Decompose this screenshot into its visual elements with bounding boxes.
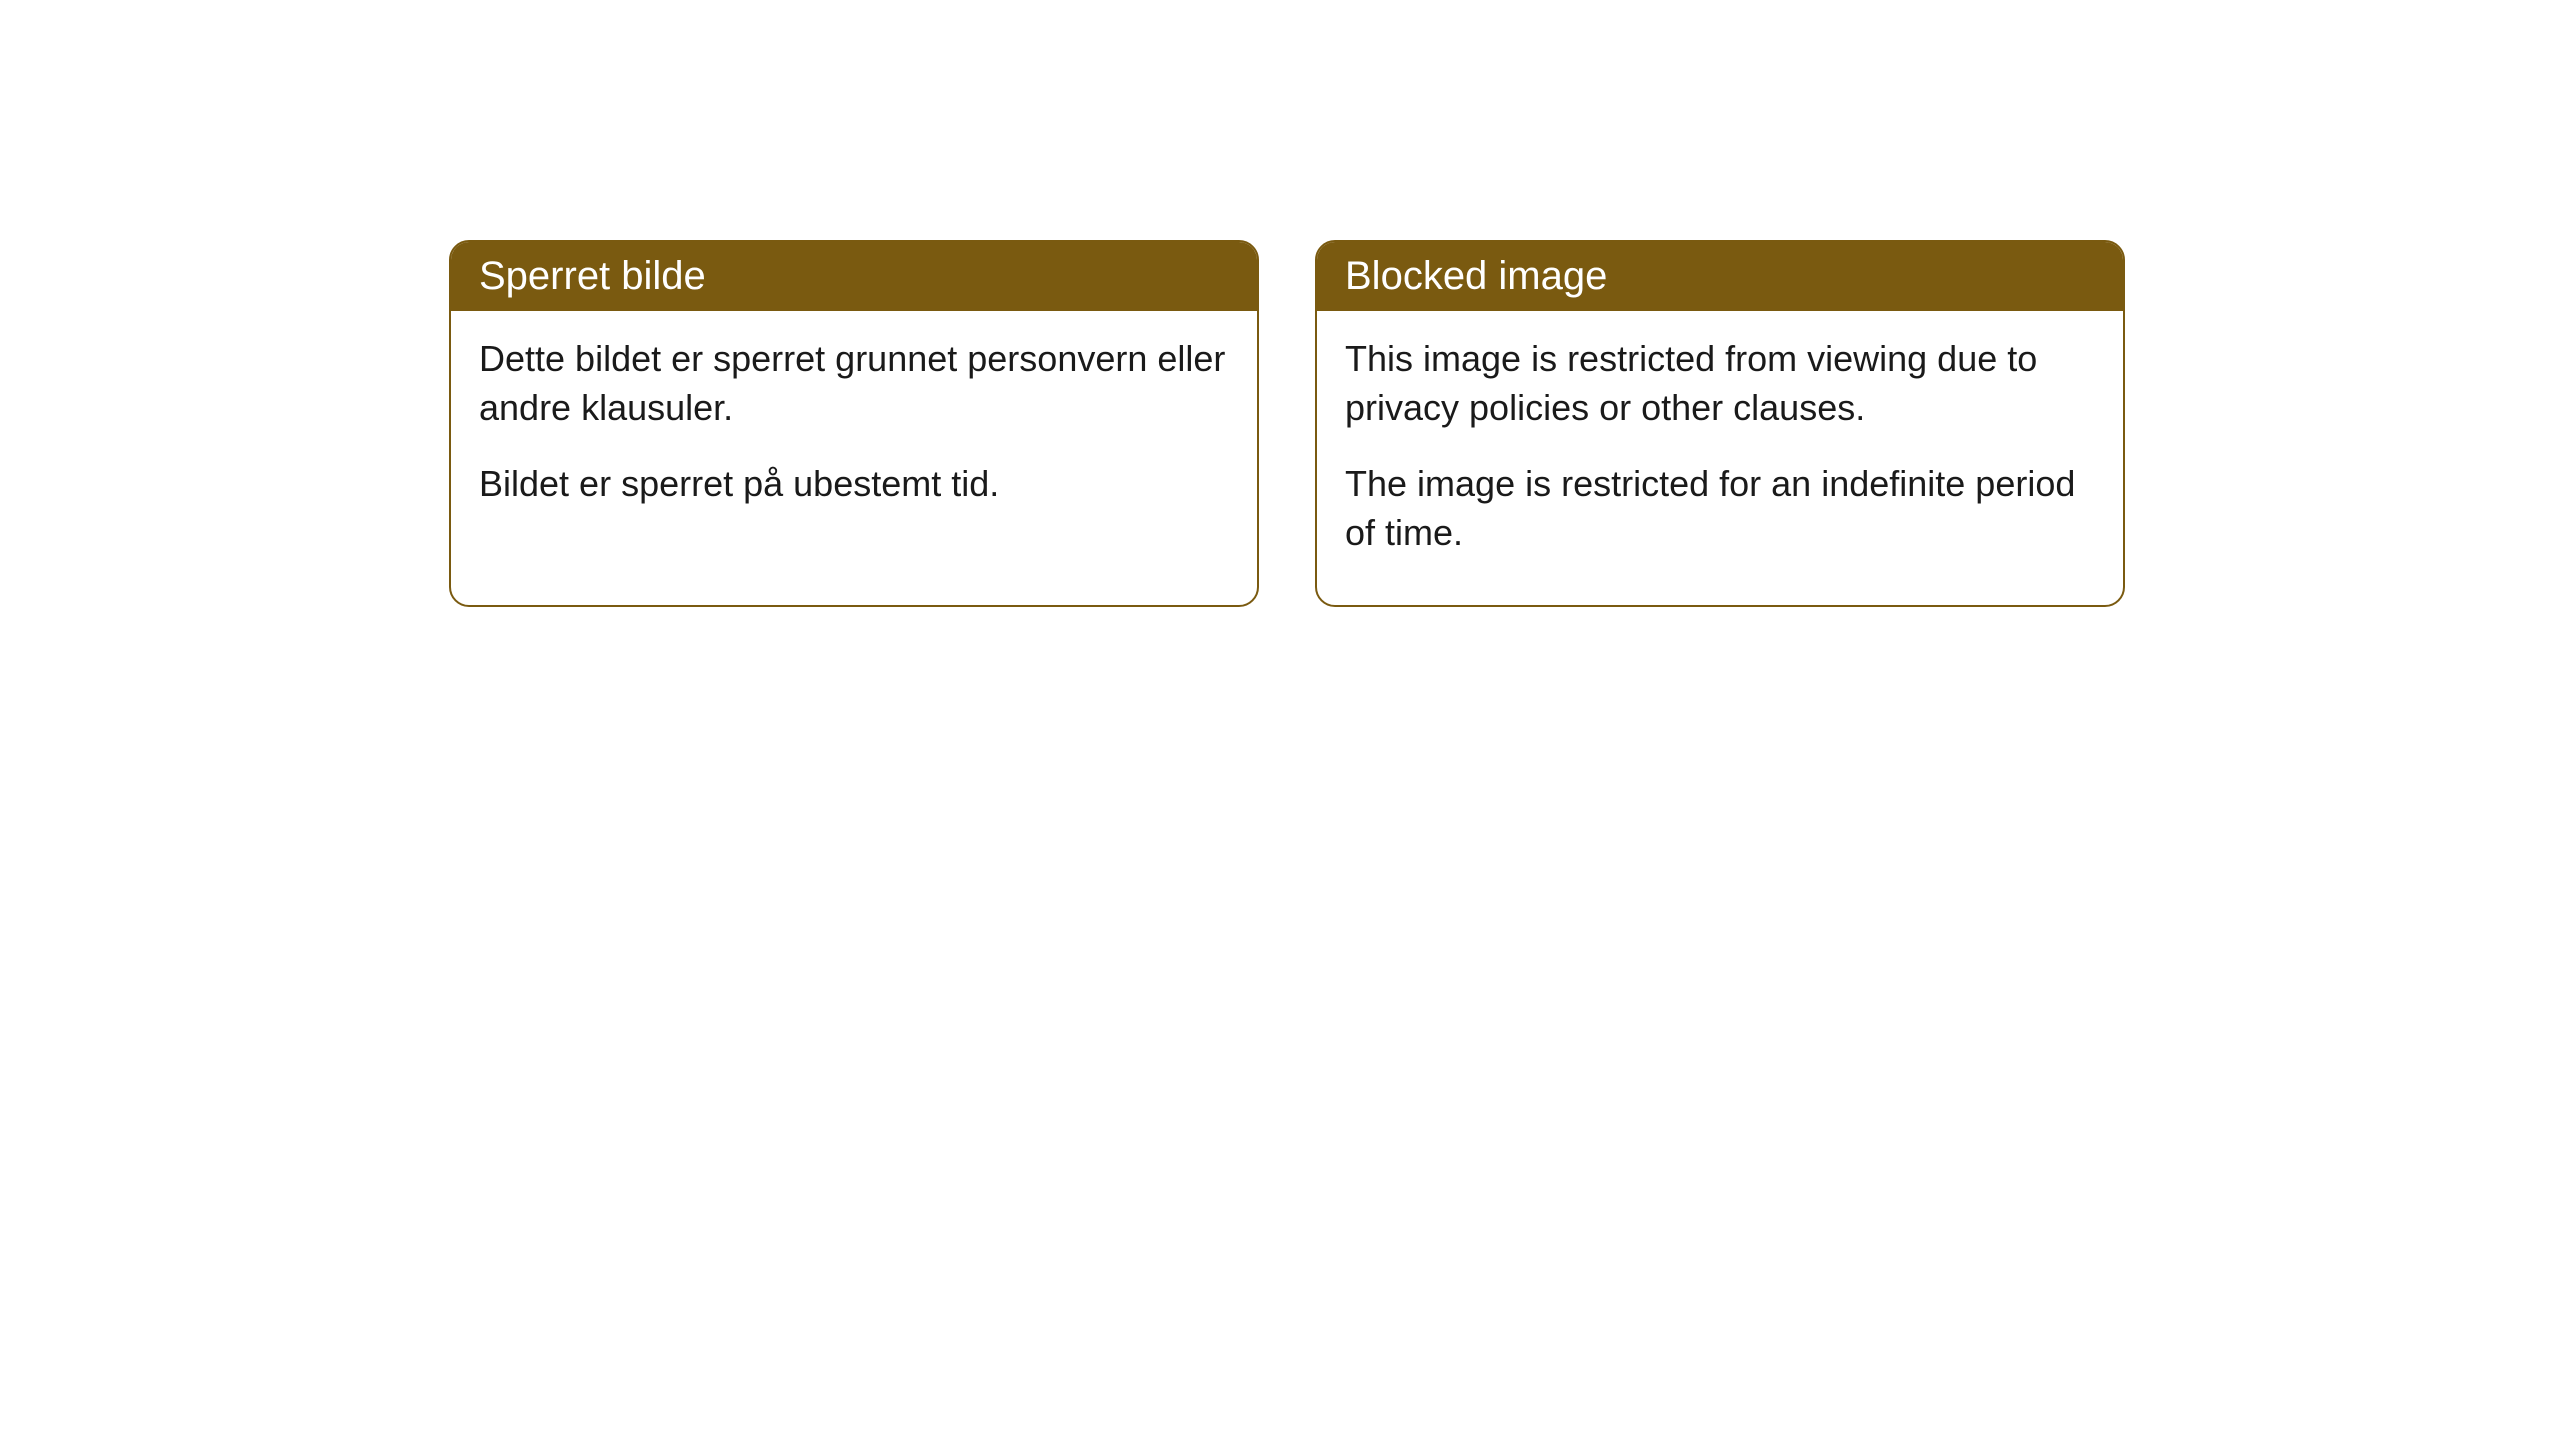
card-body-norwegian: Dette bildet er sperret grunnet personve… [451, 311, 1257, 557]
blocked-image-card-norwegian: Sperret bilde Dette bildet er sperret gr… [449, 240, 1259, 607]
card-header-norwegian: Sperret bilde [451, 242, 1257, 311]
card-title-english: Blocked image [1345, 254, 1607, 298]
card-paragraph-1-english: This image is restricted from viewing du… [1345, 335, 2095, 432]
card-paragraph-1-norwegian: Dette bildet er sperret grunnet personve… [479, 335, 1229, 432]
card-header-english: Blocked image [1317, 242, 2123, 311]
card-body-english: This image is restricted from viewing du… [1317, 311, 2123, 605]
card-paragraph-2-norwegian: Bildet er sperret på ubestemt tid. [479, 460, 1229, 509]
notice-cards-container: Sperret bilde Dette bildet er sperret gr… [449, 240, 2125, 607]
card-paragraph-2-english: The image is restricted for an indefinit… [1345, 460, 2095, 557]
blocked-image-card-english: Blocked image This image is restricted f… [1315, 240, 2125, 607]
card-title-norwegian: Sperret bilde [479, 254, 706, 298]
